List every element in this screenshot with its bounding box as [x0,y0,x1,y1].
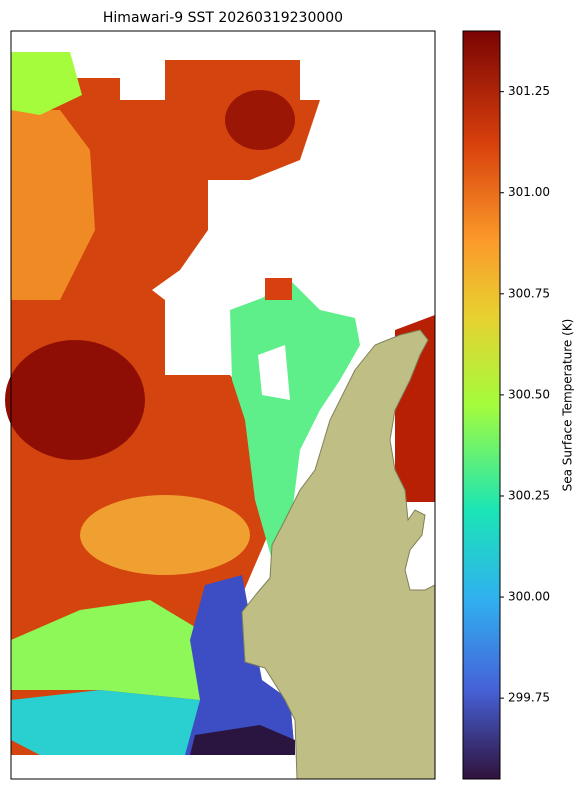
sst-region [11,600,230,700]
sst-region [225,90,295,150]
sst-region [230,280,360,560]
sst-region [11,690,230,755]
sst-region [11,52,82,115]
sst-field [5,52,435,755]
sst-region [11,110,95,300]
chart-title: Himawari-9 SST 20260319230000 [103,10,343,26]
sst-region [265,278,292,300]
colorbar [462,30,501,780]
colorbar-tick-label: 300.50 [508,387,550,401]
colorbar-tick-label: 301.00 [508,185,550,199]
colorbar-tick-label: 300.75 [508,286,550,300]
colorbar-label: Sea Surface Temperature (K) [561,319,575,492]
colorbar-tick-label: 299.75 [508,691,550,705]
sst-region [185,575,295,755]
land [241,329,436,780]
sst-region [190,725,295,755]
map-frame [10,30,436,780]
sst-region [5,340,145,460]
sst-region [258,345,290,400]
colorbar-scale [462,30,501,780]
sst-region [80,495,250,575]
colorbar-tick-label: 300.00 [508,590,550,604]
colorbar-tick-label: 300.25 [508,488,550,502]
colorbar-tick-label: 301.25 [508,84,550,98]
